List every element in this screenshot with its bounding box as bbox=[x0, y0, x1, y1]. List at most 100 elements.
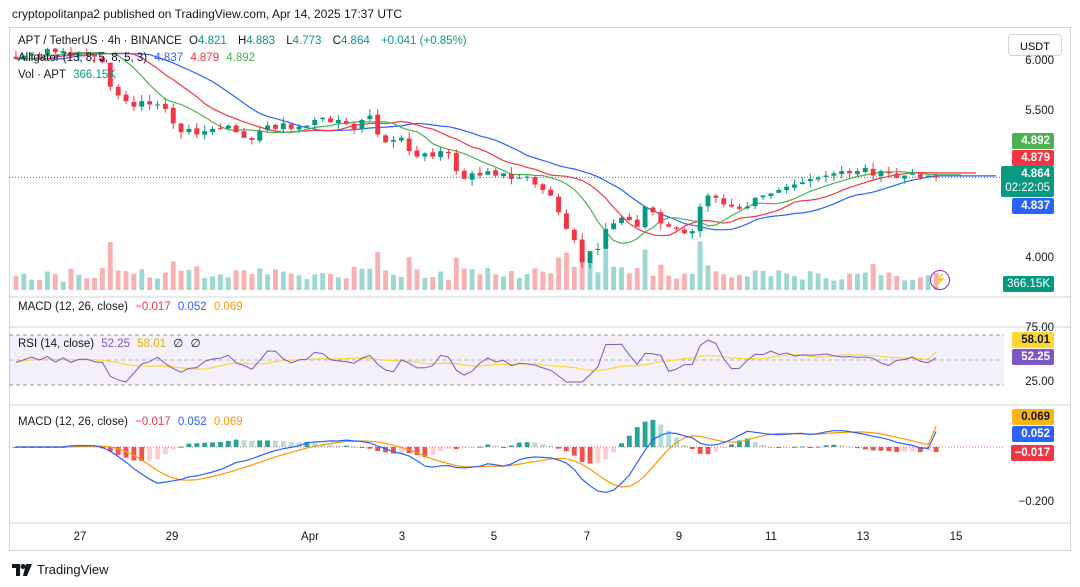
candle-body bbox=[351, 123, 357, 129]
alligator-jaw-line bbox=[15, 52, 997, 231]
x-label-9: 9 bbox=[675, 531, 683, 543]
candle-body bbox=[933, 176, 939, 178]
macd-hist-bar bbox=[178, 446, 184, 448]
rsi-line bbox=[15, 339, 937, 383]
macd-hist-bar bbox=[831, 444, 837, 447]
volume-bar bbox=[516, 278, 522, 290]
macd-hist-bar bbox=[744, 438, 750, 447]
candle-body bbox=[155, 104, 160, 106]
candle-body bbox=[288, 124, 294, 129]
legend-rsi: RSI (14, close) 52.25 58.01 ∅ ∅ bbox=[18, 336, 205, 350]
macd-hist-bar bbox=[681, 445, 687, 447]
volume-bar bbox=[29, 279, 35, 290]
macd-hist-bar bbox=[280, 441, 286, 447]
candle-body bbox=[225, 125, 231, 129]
rsi-name[interactable]: RSI (14, close) bbox=[18, 338, 95, 350]
volume-bar bbox=[241, 270, 247, 290]
volume-bar bbox=[328, 274, 333, 290]
volume-bar bbox=[210, 276, 215, 290]
candle-body bbox=[186, 128, 192, 133]
publish-header: cryptopolitanpa2 published on TradingVie… bbox=[12, 7, 403, 21]
macd-hist-bar bbox=[92, 446, 98, 448]
open-value: 4.821 bbox=[197, 35, 227, 47]
macd-top-name[interactable]: MACD (12, 26, close) bbox=[18, 301, 128, 313]
candle-body bbox=[516, 177, 522, 179]
macd-hist-bar bbox=[878, 447, 884, 451]
macd-hist-bar bbox=[438, 447, 444, 452]
volume-bar bbox=[674, 278, 679, 290]
x-label-5: 5 bbox=[490, 531, 498, 543]
symbol-title[interactable]: APT / TetherUS · 4h · BINANCE bbox=[18, 35, 182, 47]
volume-name[interactable]: Vol · APT bbox=[18, 69, 66, 81]
volume-bar bbox=[225, 277, 231, 290]
macd-hist-bar bbox=[894, 447, 900, 453]
macd-hist-bar bbox=[273, 440, 278, 447]
volume-bar bbox=[202, 277, 208, 290]
candle-body bbox=[453, 152, 459, 172]
alligator-teeth-line bbox=[15, 52, 977, 237]
macd-hist-bar bbox=[697, 447, 703, 454]
volume-bar bbox=[831, 280, 837, 290]
macd-hist-bar bbox=[265, 440, 271, 447]
brand-footer[interactable]: TradingView bbox=[12, 562, 109, 577]
macd-hist-bar bbox=[461, 447, 467, 449]
volume-bar bbox=[847, 273, 852, 290]
macd-hist-bar bbox=[784, 447, 790, 448]
lightning-icon[interactable]: ⚡ bbox=[930, 270, 950, 290]
volume-bar bbox=[784, 273, 790, 290]
alligator-teeth-value: 4.879 bbox=[190, 52, 220, 64]
macd-hist-bar bbox=[540, 444, 546, 447]
volume-bar bbox=[84, 278, 90, 290]
volume-bar bbox=[792, 276, 797, 290]
macd-hist-bar bbox=[194, 443, 200, 447]
volume-tag: 366.15K bbox=[1003, 276, 1054, 292]
currency-button[interactable]: USDT bbox=[1008, 34, 1062, 56]
alligator-name[interactable]: Alligator (13, 8, 5, 8, 5, 3) bbox=[18, 52, 148, 64]
close-value: 4.864 bbox=[340, 35, 370, 47]
candle-body bbox=[29, 53, 35, 56]
candle-body bbox=[862, 167, 868, 173]
macd-hist-bar bbox=[524, 442, 530, 447]
candle-body bbox=[383, 135, 388, 143]
volume-bar bbox=[705, 265, 711, 290]
volume-bar bbox=[823, 278, 829, 290]
candle-body bbox=[123, 94, 129, 102]
volume-bar bbox=[839, 279, 845, 290]
macd-hist-bar bbox=[107, 447, 113, 452]
candle-body bbox=[666, 224, 672, 227]
volume-bar bbox=[878, 275, 884, 290]
legend-main: APT / TetherUS · 4h · BINANCE O4.821 H4.… bbox=[18, 35, 471, 47]
x-label-13: 13 bbox=[856, 531, 870, 543]
macd-signal-value: 0.069 bbox=[213, 416, 243, 428]
candle-body bbox=[84, 52, 90, 55]
candle-body bbox=[296, 126, 302, 130]
volume-bar bbox=[265, 274, 271, 290]
low-value: 4.773 bbox=[292, 35, 322, 47]
volume-bar bbox=[155, 278, 160, 290]
macd-hist-bar bbox=[666, 430, 672, 447]
macd-hist-bar bbox=[760, 444, 766, 447]
candle-body bbox=[634, 219, 640, 227]
candle-body bbox=[831, 173, 837, 176]
macd-hist-tag: −0.017 bbox=[1010, 445, 1054, 461]
candle-body bbox=[799, 182, 805, 184]
candle-body bbox=[162, 103, 168, 109]
volume-bar bbox=[587, 260, 593, 290]
volume-bar bbox=[469, 269, 475, 290]
volume-bar bbox=[257, 268, 263, 290]
high-label: H bbox=[237, 35, 247, 47]
volume-bar bbox=[375, 252, 381, 290]
macd-name[interactable]: MACD (12, 26, close) bbox=[18, 416, 128, 428]
volume-bar bbox=[540, 271, 546, 290]
volume-bar bbox=[13, 275, 19, 290]
macd-line bbox=[15, 430, 937, 494]
volume-bar bbox=[76, 274, 82, 290]
volume-bar bbox=[854, 273, 860, 290]
candle-body bbox=[854, 171, 860, 175]
volume-bar bbox=[68, 268, 74, 290]
volume-bar bbox=[634, 267, 640, 290]
macd-hist-bar bbox=[815, 446, 821, 448]
candle-body bbox=[390, 140, 396, 142]
candle-body bbox=[925, 175, 931, 177]
